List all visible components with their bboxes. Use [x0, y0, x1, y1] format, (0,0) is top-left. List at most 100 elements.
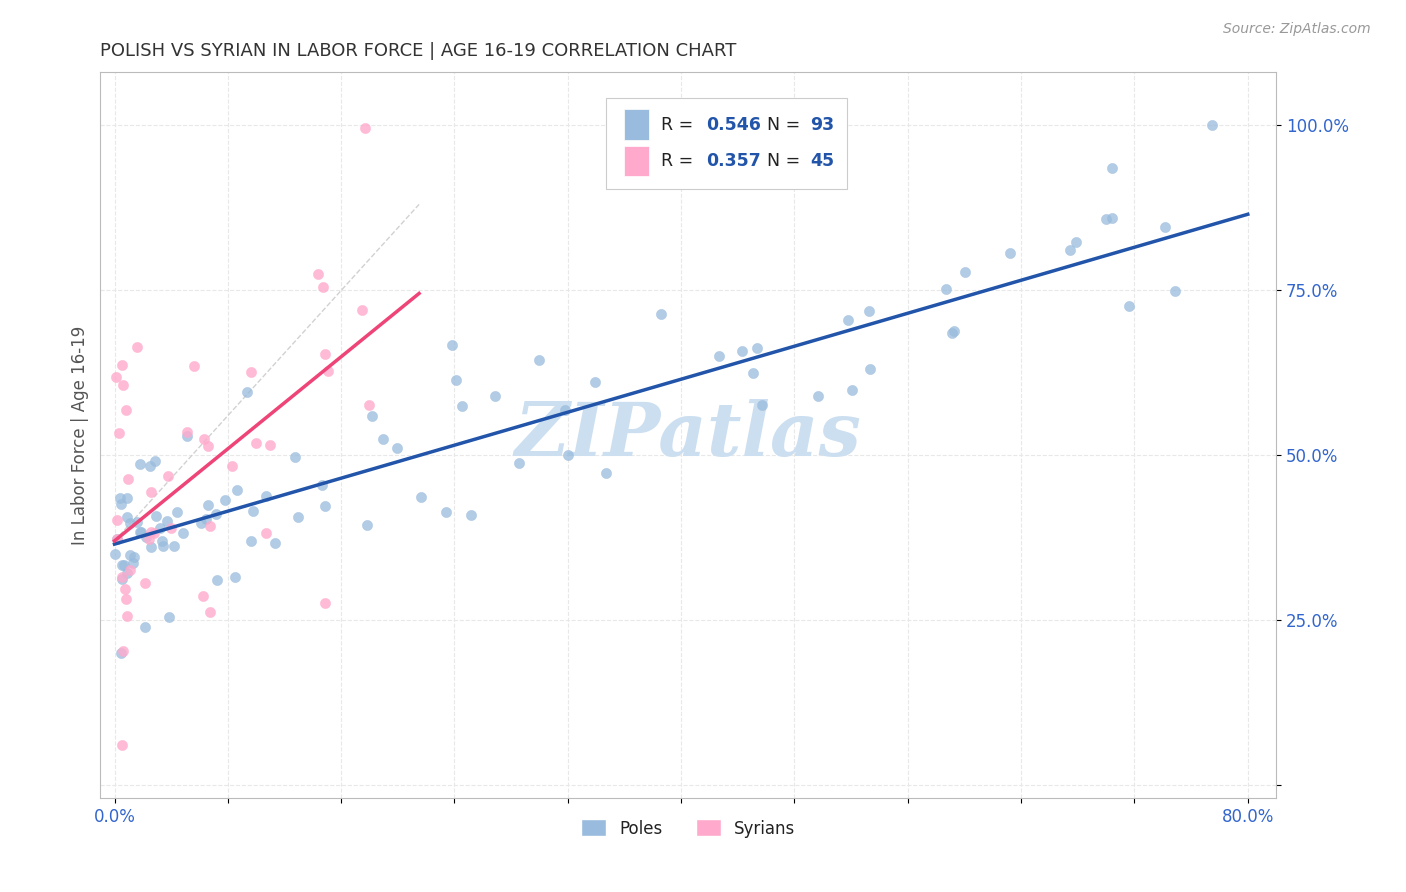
Point [157, 610, 180, 624]
Point [1154, 219, 1177, 234]
Point [110, 491, 132, 505]
Point [117, 491, 139, 505]
Text: Source: ZipAtlas.com: Source: ZipAtlas.com [1223, 22, 1371, 37]
Point [259, 438, 281, 452]
Point [240, 534, 263, 549]
Text: 0.357: 0.357 [706, 152, 761, 170]
Point [460, 508, 482, 522]
Point [134, 620, 156, 634]
Point [451, 400, 474, 414]
Text: 45: 45 [810, 152, 835, 170]
FancyBboxPatch shape [606, 98, 846, 188]
Point [129, 458, 152, 472]
Point [141, 525, 163, 540]
Point [125, 516, 148, 530]
Point [1118, 299, 1140, 313]
Text: POLISH VS SYRIAN IN LABOR FORCE | AGE 16-19 CORRELATION CHART: POLISH VS SYRIAN IN LABOR FORCE | AGE 16… [100, 42, 737, 60]
Point [141, 540, 163, 554]
Point [314, 499, 336, 513]
Point [172, 526, 194, 541]
Point [105, 532, 128, 546]
Point [112, 644, 135, 658]
Point [361, 409, 384, 424]
Point [935, 281, 957, 295]
Point [373, 432, 395, 446]
Point [115, 566, 138, 580]
Point [105, 533, 128, 547]
Point [156, 469, 179, 483]
Point [129, 525, 152, 540]
Point [120, 548, 142, 562]
Point [1094, 212, 1116, 227]
Point [224, 570, 246, 584]
Point [441, 337, 464, 351]
Point [859, 362, 882, 376]
Point [484, 389, 506, 403]
Point [110, 739, 132, 753]
Text: R =: R = [661, 152, 699, 170]
Point [254, 489, 277, 503]
Text: 0.546: 0.546 [706, 116, 761, 134]
Point [200, 519, 222, 533]
Point [214, 493, 236, 508]
Point [176, 429, 198, 443]
Point [239, 365, 262, 379]
Point [941, 326, 963, 341]
Point [359, 398, 381, 412]
Point [190, 516, 212, 530]
Point [595, 466, 617, 480]
Point [197, 498, 219, 512]
Point [156, 514, 179, 528]
Point [409, 490, 432, 504]
Point [108, 425, 131, 440]
Point [731, 343, 754, 358]
Point [707, 349, 730, 363]
Point [287, 510, 309, 524]
Point [166, 505, 188, 519]
Text: ZIPatlas: ZIPatlas [515, 399, 862, 472]
Point [197, 439, 219, 453]
Point [385, 441, 408, 455]
Point [841, 384, 863, 398]
Point [149, 521, 172, 535]
Point [314, 596, 336, 610]
Point [129, 525, 152, 540]
Point [111, 359, 134, 373]
Point [1059, 243, 1081, 257]
Point [1064, 235, 1087, 250]
Point [183, 359, 205, 373]
Point [110, 646, 132, 660]
Point [650, 306, 672, 320]
Point [837, 313, 859, 327]
Point [236, 384, 259, 399]
Point [114, 403, 136, 417]
Point [143, 454, 166, 468]
Point [193, 432, 215, 446]
Point [444, 373, 467, 387]
Point [747, 342, 769, 356]
Point [122, 556, 145, 570]
Point [139, 485, 162, 500]
Point [122, 549, 145, 564]
Point [741, 366, 763, 380]
Point [554, 403, 576, 417]
Point [1201, 118, 1223, 132]
Text: N =: N = [768, 116, 806, 134]
Point [953, 265, 976, 279]
Point [226, 483, 249, 497]
Point [110, 497, 132, 511]
Point [264, 536, 287, 550]
Point [105, 370, 128, 384]
Point [254, 526, 277, 541]
Point [311, 478, 333, 492]
Point [557, 448, 579, 462]
Point [354, 120, 377, 135]
Point [152, 539, 174, 553]
Point [104, 547, 127, 561]
Point [200, 605, 222, 619]
Point [221, 459, 243, 474]
Point [858, 304, 880, 318]
Point [311, 280, 333, 294]
Point [191, 589, 214, 603]
Point [356, 517, 378, 532]
